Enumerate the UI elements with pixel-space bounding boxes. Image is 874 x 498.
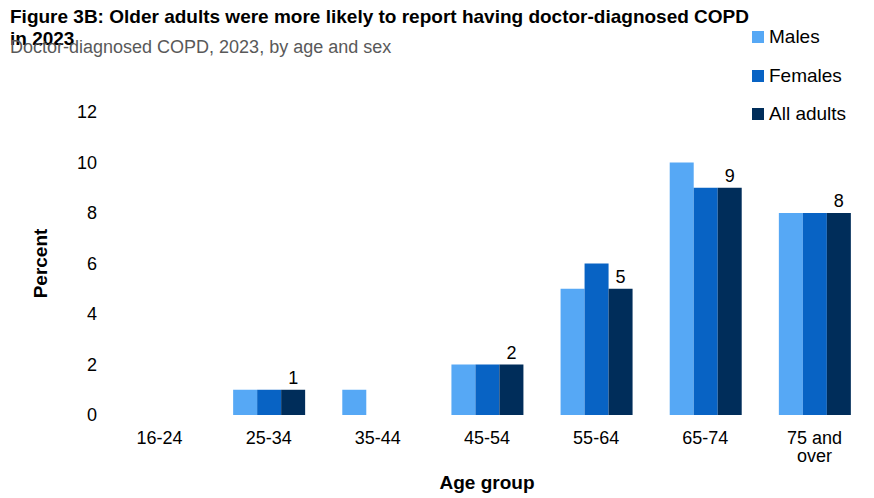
svg-text:75 andover: 75 andover — [787, 428, 842, 466]
html-text:All adults: All adults — [769, 103, 847, 125]
svg-text:55-64: 55-64 — [573, 428, 619, 448]
svg-text:12: 12 — [77, 102, 97, 122]
svg-text:65-74: 65-74 — [682, 428, 728, 448]
html-text:Females: Females — [769, 64, 842, 86]
svg-text:10: 10 — [77, 153, 97, 173]
svg-text:25-34: 25-34 — [246, 428, 292, 448]
svg-text:8: 8 — [834, 191, 844, 211]
html-text:Doctor-diagnosed COPD, 2023, b: Doctor-diagnosed COPD, 2023, by age and … — [10, 37, 392, 57]
svg-text:8: 8 — [87, 203, 97, 223]
html-text:Figure 3B: Older adults were m: Figure 3B: Older adults were more likely… — [10, 6, 749, 49]
svg-text:4: 4 — [87, 304, 97, 324]
svg-text:9: 9 — [725, 166, 735, 186]
html-text:Males: Males — [769, 26, 820, 48]
svg-text:16-24: 16-24 — [137, 428, 183, 448]
svg-text:2: 2 — [87, 355, 97, 375]
svg-text:45-54: 45-54 — [464, 428, 510, 448]
svg-text:35-44: 35-44 — [355, 428, 401, 448]
svg-text:6: 6 — [87, 254, 97, 274]
svg-text:Percent: Percent — [30, 228, 51, 298]
svg-text:1: 1 — [288, 368, 298, 388]
svg-text:Age group: Age group — [440, 472, 535, 493]
svg-text:5: 5 — [616, 267, 626, 287]
svg-text:0: 0 — [87, 405, 97, 425]
svg-text:2: 2 — [506, 343, 516, 363]
